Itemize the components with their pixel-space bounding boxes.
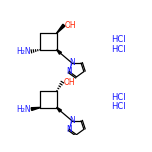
Text: OH: OH	[63, 78, 75, 87]
Text: HCl: HCl	[111, 102, 126, 111]
Text: N: N	[69, 59, 75, 67]
Text: N: N	[66, 125, 72, 134]
Text: HCl: HCl	[111, 93, 126, 102]
Polygon shape	[57, 24, 65, 33]
Text: N: N	[69, 116, 75, 125]
Polygon shape	[31, 107, 40, 111]
Text: HCl: HCl	[111, 35, 126, 44]
Text: OH: OH	[65, 21, 76, 30]
Text: N: N	[66, 67, 72, 76]
Text: H₂N: H₂N	[16, 105, 31, 114]
Polygon shape	[57, 107, 61, 112]
Text: H₂N: H₂N	[16, 47, 31, 56]
Polygon shape	[57, 50, 61, 54]
Text: HCl: HCl	[111, 45, 126, 54]
